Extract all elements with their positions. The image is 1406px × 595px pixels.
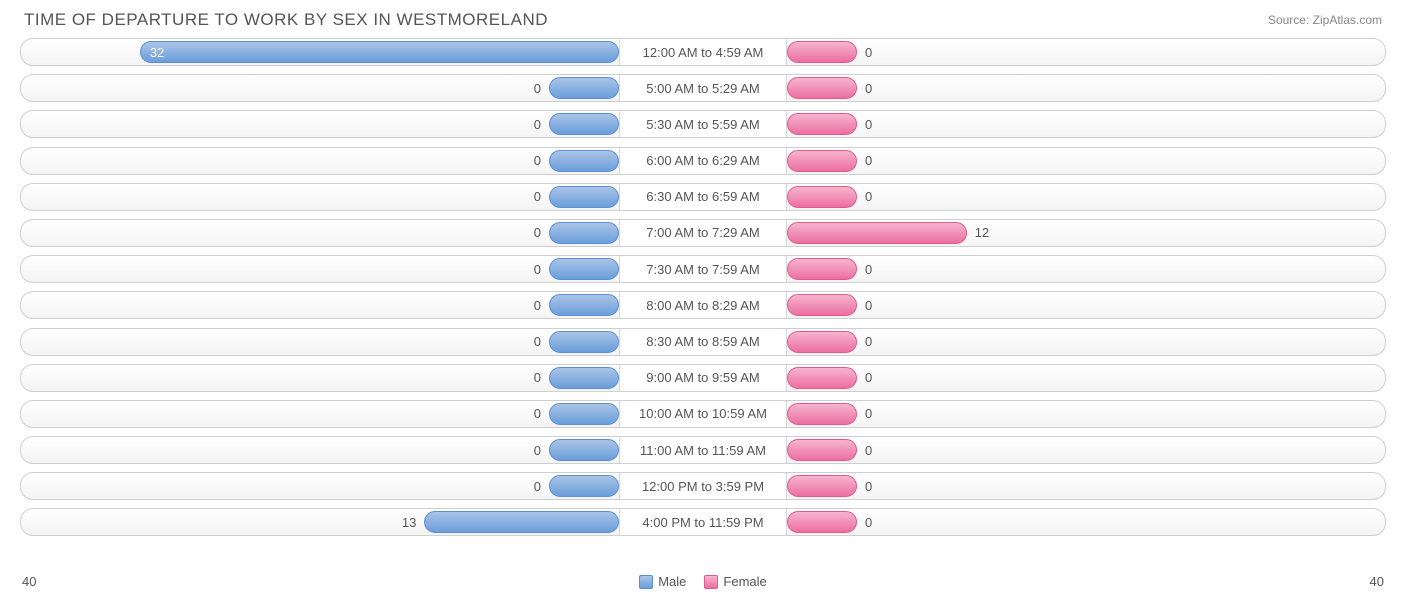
female-value: 0 xyxy=(859,148,872,174)
female-bar xyxy=(787,222,967,244)
row-category-label: 6:30 AM to 6:59 AM xyxy=(619,184,787,210)
female-value: 0 xyxy=(859,292,872,318)
male-bar xyxy=(549,475,619,497)
female-bar xyxy=(787,41,857,63)
male-bar xyxy=(549,331,619,353)
row-category-label: 8:00 AM to 8:29 AM xyxy=(619,292,787,318)
axis-max-left: 40 xyxy=(22,574,36,589)
female-value: 0 xyxy=(859,329,872,355)
female-value: 0 xyxy=(859,509,872,535)
chart-row: 12:00 AM to 4:59 AM32 0 xyxy=(20,38,1386,66)
row-category-label: 4:00 PM to 11:59 PM xyxy=(619,509,787,535)
male-value: 0 xyxy=(534,437,547,463)
male-value: 13 xyxy=(402,509,422,535)
diverging-bar-chart: 12:00 AM to 4:59 AM3205:00 AM to 5:29 AM… xyxy=(0,38,1406,536)
female-value: 0 xyxy=(859,437,872,463)
female-value: 0 xyxy=(859,111,872,137)
female-bar xyxy=(787,511,857,533)
male-bar xyxy=(549,258,619,280)
chart-row: 12:00 PM to 3:59 PM 0 0 xyxy=(20,472,1386,500)
male-value: 32 xyxy=(140,39,619,65)
male-bar xyxy=(549,367,619,389)
axis-max-right: 40 xyxy=(1370,574,1384,589)
female-value: 0 xyxy=(859,184,872,210)
legend-male-label: Male xyxy=(658,574,686,589)
male-value: 0 xyxy=(534,111,547,137)
row-category-label: 5:00 AM to 5:29 AM xyxy=(619,75,787,101)
row-category-label: 8:30 AM to 8:59 AM xyxy=(619,329,787,355)
female-swatch-icon xyxy=(704,575,718,589)
chart-row: 7:30 AM to 7:59 AM 0 0 xyxy=(20,255,1386,283)
male-value: 0 xyxy=(534,75,547,101)
legend-male: Male xyxy=(639,574,686,589)
female-value: 0 xyxy=(859,365,872,391)
female-bar xyxy=(787,403,857,425)
row-category-label: 12:00 PM to 3:59 PM xyxy=(619,473,787,499)
row-category-label: 7:00 AM to 7:29 AM xyxy=(619,220,787,246)
chart-row: 8:30 AM to 8:59 AM 0 0 xyxy=(20,328,1386,356)
male-value: 0 xyxy=(534,148,547,174)
male-value: 0 xyxy=(534,256,547,282)
male-bar xyxy=(549,222,619,244)
female-bar xyxy=(787,258,857,280)
chart-row: 5:00 AM to 5:29 AM 0 0 xyxy=(20,74,1386,102)
female-value: 0 xyxy=(859,75,872,101)
male-bar xyxy=(549,150,619,172)
male-bar xyxy=(549,77,619,99)
chart-row: 6:00 AM to 6:29 AM 0 0 xyxy=(20,147,1386,175)
chart-row: 11:00 AM to 11:59 AM 0 0 xyxy=(20,436,1386,464)
female-bar xyxy=(787,331,857,353)
female-bar xyxy=(787,77,857,99)
chart-row: 9:00 AM to 9:59 AM 0 0 xyxy=(20,364,1386,392)
row-category-label: 10:00 AM to 10:59 AM xyxy=(619,401,787,427)
female-bar xyxy=(787,150,857,172)
row-category-label: 9:00 AM to 9:59 AM xyxy=(619,365,787,391)
row-category-label: 7:30 AM to 7:59 AM xyxy=(619,256,787,282)
source-attribution: Source: ZipAtlas.com xyxy=(1268,13,1382,27)
row-category-label: 11:00 AM to 11:59 AM xyxy=(619,437,787,463)
male-bar xyxy=(424,511,619,533)
legend-female-label: Female xyxy=(723,574,766,589)
female-value: 0 xyxy=(859,473,872,499)
female-bar xyxy=(787,475,857,497)
row-category-label: 5:30 AM to 5:59 AM xyxy=(619,111,787,137)
row-category-label: 6:00 AM to 6:29 AM xyxy=(619,148,787,174)
male-value: 0 xyxy=(534,401,547,427)
chart-row: 6:30 AM to 6:59 AM 0 0 xyxy=(20,183,1386,211)
male-bar xyxy=(549,439,619,461)
legend-female: Female xyxy=(704,574,766,589)
male-swatch-icon xyxy=(639,575,653,589)
female-bar xyxy=(787,367,857,389)
male-bar xyxy=(549,113,619,135)
male-value: 0 xyxy=(534,329,547,355)
female-bar xyxy=(787,439,857,461)
female-value: 12 xyxy=(969,220,989,246)
male-bar xyxy=(549,403,619,425)
chart-row: 5:30 AM to 5:59 AM 0 0 xyxy=(20,110,1386,138)
male-value: 0 xyxy=(534,365,547,391)
chart-row: 4:00 PM to 11:59 PM 13 0 xyxy=(20,508,1386,536)
male-value: 0 xyxy=(534,184,547,210)
female-value: 0 xyxy=(859,401,872,427)
male-value: 0 xyxy=(534,292,547,318)
chart-title: TIME OF DEPARTURE TO WORK BY SEX IN WEST… xyxy=(24,10,548,30)
male-bar xyxy=(549,294,619,316)
male-bar xyxy=(549,186,619,208)
female-value: 0 xyxy=(859,39,872,65)
female-value: 0 xyxy=(859,256,872,282)
legend: Male Female xyxy=(36,574,1369,589)
chart-row: 8:00 AM to 8:29 AM 0 0 xyxy=(20,291,1386,319)
row-category-label: 12:00 AM to 4:59 AM xyxy=(619,39,787,65)
female-bar xyxy=(787,294,857,316)
male-value: 0 xyxy=(534,473,547,499)
female-bar xyxy=(787,186,857,208)
female-bar xyxy=(787,113,857,135)
chart-row: 10:00 AM to 10:59 AM 0 0 xyxy=(20,400,1386,428)
chart-footer: 40 Male Female 40 xyxy=(0,574,1406,589)
chart-row: 7:00 AM to 7:29 AM 0 12 xyxy=(20,219,1386,247)
male-value: 0 xyxy=(534,220,547,246)
